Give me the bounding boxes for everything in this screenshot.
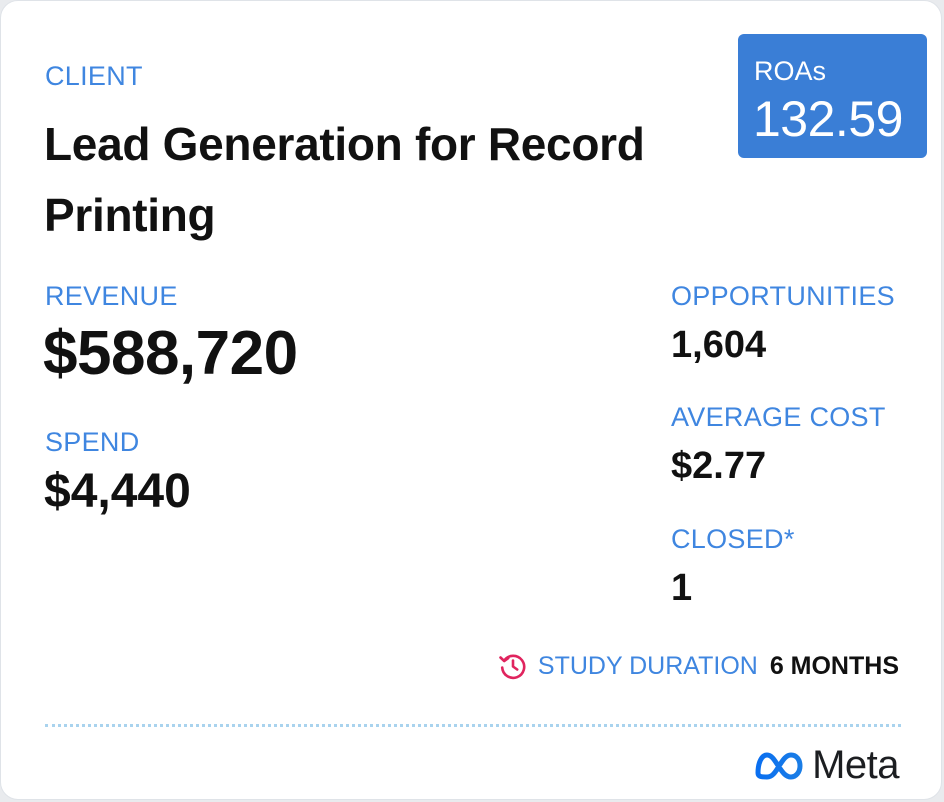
roas-value: 132.59 xyxy=(753,91,903,147)
meta-infinity-icon xyxy=(755,752,803,780)
case-study-title: Lead Generation for Record Printing xyxy=(44,118,645,241)
study-duration: STUDY DURATION 6 MONTHS xyxy=(498,651,899,681)
spend-label: SPEND xyxy=(45,427,140,457)
opportunities-value: 1,604 xyxy=(671,324,767,366)
meta-wordmark: Meta xyxy=(812,743,899,787)
opportunities-label: OPPORTUNITIES xyxy=(671,281,895,311)
average-cost-label: AVERAGE COST xyxy=(671,402,886,432)
roas-badge: ROAs 132.59 xyxy=(738,34,927,158)
average-cost-value: $2.77 xyxy=(671,445,767,487)
revenue-label: REVENUE xyxy=(45,281,178,311)
meta-logo: Meta xyxy=(752,745,899,785)
closed-value: 1 xyxy=(671,567,693,609)
study-duration-value: 6 MONTHS xyxy=(769,651,899,680)
client-label: CLIENT xyxy=(45,61,143,91)
spend-value: $4,440 xyxy=(44,465,191,518)
revenue-value: $588,720 xyxy=(43,319,298,388)
dotted-divider xyxy=(45,724,901,727)
closed-label: CLOSED* xyxy=(671,524,795,554)
history-clock-icon xyxy=(498,651,528,681)
study-duration-label: STUDY DURATION xyxy=(537,651,758,680)
roas-label: ROAs xyxy=(754,56,827,86)
